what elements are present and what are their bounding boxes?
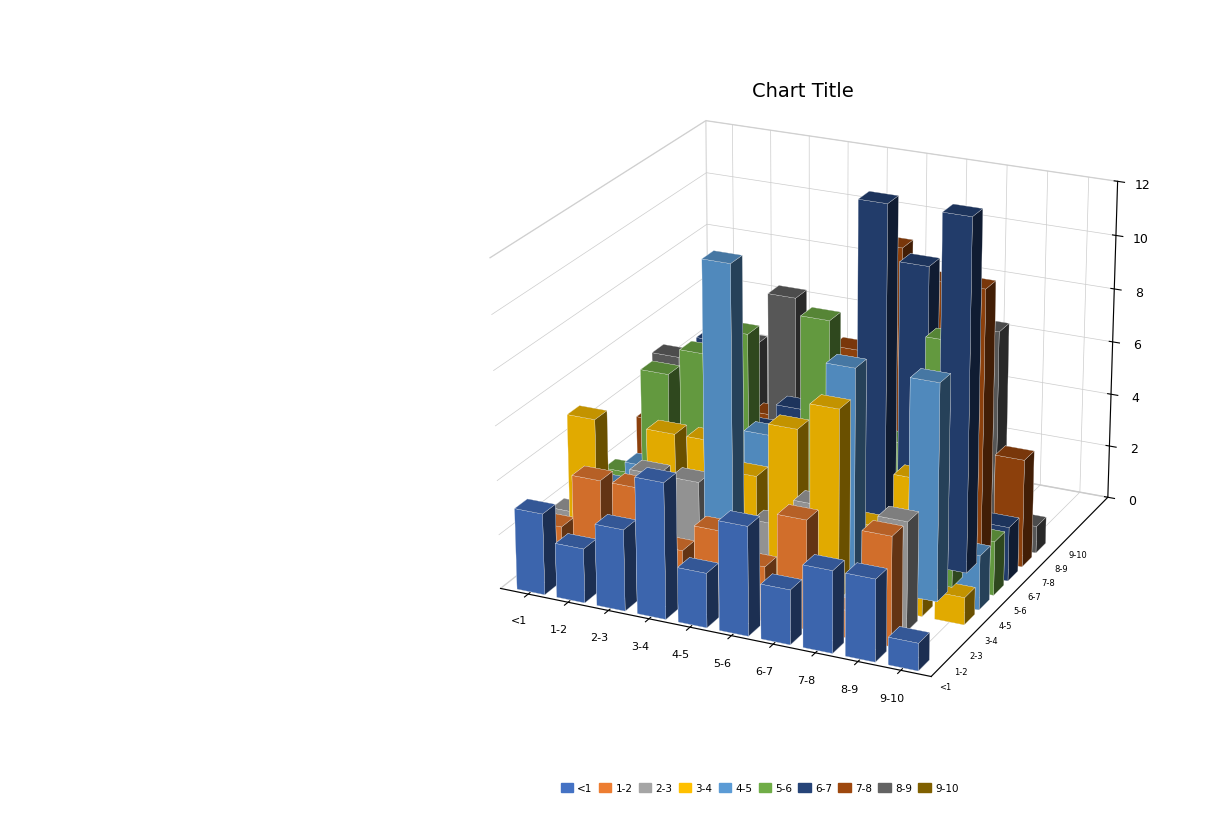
Title: Chart Title: Chart Title: [751, 82, 854, 101]
Legend: <1, 1-2, 2-3, 3-4, 4-5, 5-6, 6-7, 7-8, 8-9, 9-10: <1, 1-2, 2-3, 3-4, 4-5, 5-6, 6-7, 7-8, 8…: [556, 779, 963, 798]
